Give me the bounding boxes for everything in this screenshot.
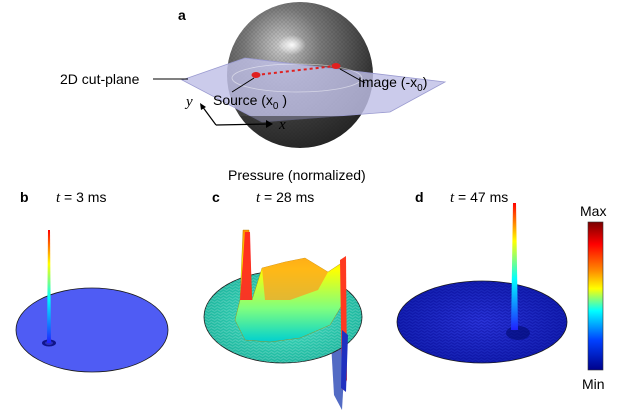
source-image-dashed-line xyxy=(255,65,336,76)
pressure-title: Pressure (normalized) xyxy=(228,167,366,183)
source-leader-line xyxy=(231,77,255,93)
colorbar-min-label: Min xyxy=(582,376,605,392)
colorbar-max-label: Max xyxy=(580,203,607,219)
image-leader-line xyxy=(339,68,366,84)
panel-label-c: c xyxy=(212,189,220,205)
panel-b-surface xyxy=(15,230,169,373)
panel-c-surface xyxy=(203,229,363,410)
colorbar xyxy=(587,221,604,371)
image-label: Image (-x0) xyxy=(358,74,428,94)
source-point xyxy=(251,72,261,78)
source-label: Source (x0 ) xyxy=(213,92,288,112)
image-point xyxy=(331,63,341,69)
time-label-b: t = 3 ms xyxy=(56,189,107,206)
axis-arrows xyxy=(200,103,273,128)
axis-x-label: x xyxy=(279,117,286,133)
panel-label-b: b xyxy=(20,189,29,205)
axis-y-label: y xyxy=(186,94,193,110)
panel-label-a: a xyxy=(178,7,186,23)
time-label-c: t = 28 ms xyxy=(256,189,315,206)
panel-label-d: d xyxy=(415,189,424,205)
cut-plane xyxy=(180,57,447,123)
sphere-lower-half xyxy=(240,116,360,148)
panel-d-surface xyxy=(396,203,568,364)
time-label-d: t = 47 ms xyxy=(450,189,509,206)
cut-plane-label: 2D cut-plane xyxy=(60,71,140,87)
